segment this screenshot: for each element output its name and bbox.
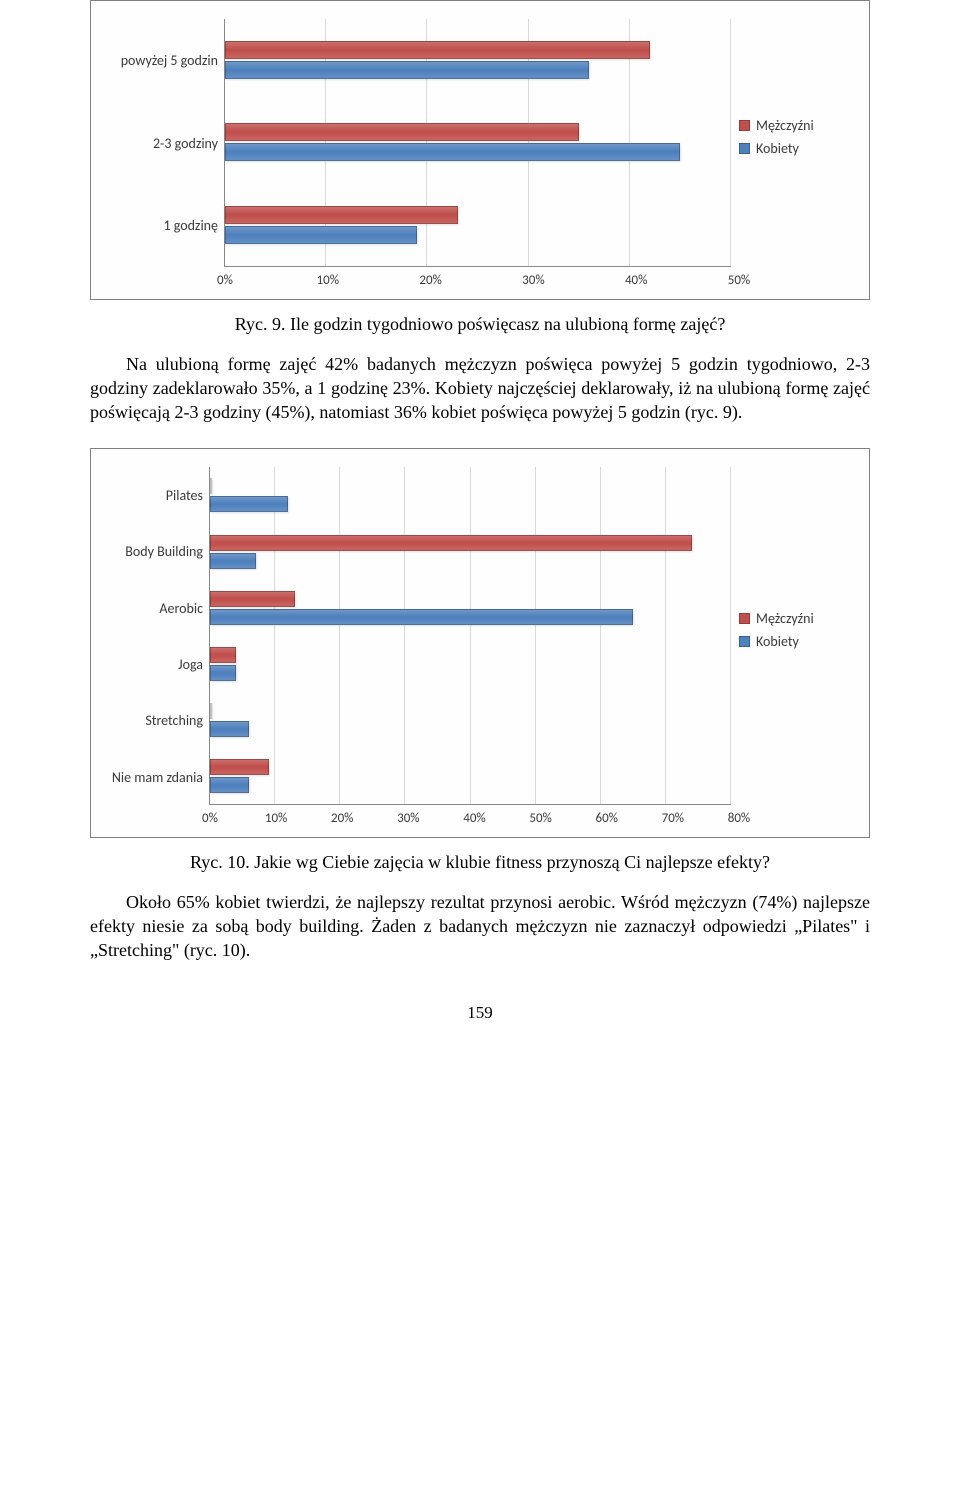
bar-men bbox=[225, 206, 458, 224]
bar-women bbox=[225, 61, 589, 79]
category-label: Joga bbox=[178, 636, 203, 692]
bar-women bbox=[225, 226, 417, 244]
category-label: Pilates bbox=[166, 467, 203, 523]
bar-men bbox=[210, 703, 212, 719]
bar-group bbox=[210, 636, 731, 692]
bar-men bbox=[210, 535, 692, 551]
chart-legend: Mężczyźni Kobiety bbox=[739, 449, 869, 811]
bar-women bbox=[225, 143, 680, 161]
chart2-caption: Ryc. 10. Jakie wg Ciebie zajęcia w klubi… bbox=[90, 852, 870, 873]
bar-men bbox=[210, 647, 236, 663]
chart-hours: powyżej 5 godzin2-3 godziny1 godzinę Męż… bbox=[90, 0, 870, 300]
category-label: 1 godzinę bbox=[163, 184, 218, 267]
legend-women: Kobiety bbox=[739, 140, 855, 157]
swatch-men bbox=[739, 613, 750, 624]
bar-group bbox=[210, 467, 731, 523]
bar-group bbox=[210, 748, 731, 804]
category-label: Stretching bbox=[145, 693, 203, 749]
x-tick: 30% bbox=[522, 273, 544, 288]
legend-women-label: Kobiety bbox=[756, 140, 799, 157]
bar-group bbox=[225, 19, 731, 101]
x-tick: 60% bbox=[596, 811, 618, 826]
category-label: 2-3 godziny bbox=[153, 102, 218, 185]
legend-men-label: Mężczyźni bbox=[756, 610, 814, 627]
bar-men bbox=[225, 41, 650, 59]
paragraph-2: Około 65% kobiet twierdzi, że najlepszy … bbox=[90, 891, 870, 962]
chart-activities: PilatesBody BuildingAerobicJogaStretchin… bbox=[90, 448, 870, 838]
swatch-men bbox=[739, 120, 750, 131]
category-label: Aerobic bbox=[159, 580, 203, 636]
swatch-women bbox=[739, 636, 750, 647]
x-tick: 80% bbox=[728, 811, 750, 826]
x-tick: 0% bbox=[217, 273, 233, 288]
category-label: Body Building bbox=[125, 524, 203, 580]
x-tick: 50% bbox=[728, 273, 750, 288]
bar-group bbox=[225, 184, 731, 266]
legend-men: Mężczyźni bbox=[739, 610, 855, 627]
category-label: powyżej 5 godzin bbox=[121, 19, 218, 102]
x-tick: 30% bbox=[397, 811, 419, 826]
x-tick: 50% bbox=[529, 811, 551, 826]
chart-legend: Mężczyźni Kobiety bbox=[739, 1, 869, 273]
category-label: Nie mam zdania bbox=[112, 749, 203, 805]
swatch-women bbox=[739, 143, 750, 154]
bar-women bbox=[210, 665, 236, 681]
bar-group bbox=[210, 523, 731, 579]
bar-women bbox=[210, 553, 256, 569]
legend-women: Kobiety bbox=[739, 633, 855, 650]
x-tick: 20% bbox=[419, 273, 441, 288]
chart1-caption: Ryc. 9. Ile godzin tygodniowo poświęcasz… bbox=[90, 314, 870, 335]
legend-men: Mężczyźni bbox=[739, 117, 855, 134]
bar-women bbox=[210, 777, 249, 793]
x-tick: 0% bbox=[202, 811, 218, 826]
bar-group bbox=[225, 101, 731, 183]
bar-men bbox=[225, 123, 579, 141]
x-tick: 40% bbox=[463, 811, 485, 826]
x-tick: 10% bbox=[265, 811, 287, 826]
bar-men bbox=[210, 591, 295, 607]
legend-women-label: Kobiety bbox=[756, 633, 799, 650]
bar-women bbox=[210, 496, 288, 512]
x-tick: 70% bbox=[662, 811, 684, 826]
paragraph-1: Na ulubioną formę zajęć 42% badanych męż… bbox=[90, 353, 870, 424]
bar-women bbox=[210, 721, 249, 737]
x-tick: 10% bbox=[317, 273, 339, 288]
bar-women bbox=[210, 609, 633, 625]
bar-men bbox=[210, 478, 212, 494]
legend-men-label: Mężczyźni bbox=[756, 117, 814, 134]
bar-group bbox=[210, 580, 731, 636]
x-tick: 40% bbox=[625, 273, 647, 288]
x-tick: 20% bbox=[331, 811, 353, 826]
page-number: 159 bbox=[90, 1003, 870, 1023]
bar-men bbox=[210, 759, 269, 775]
bar-group bbox=[210, 692, 731, 748]
